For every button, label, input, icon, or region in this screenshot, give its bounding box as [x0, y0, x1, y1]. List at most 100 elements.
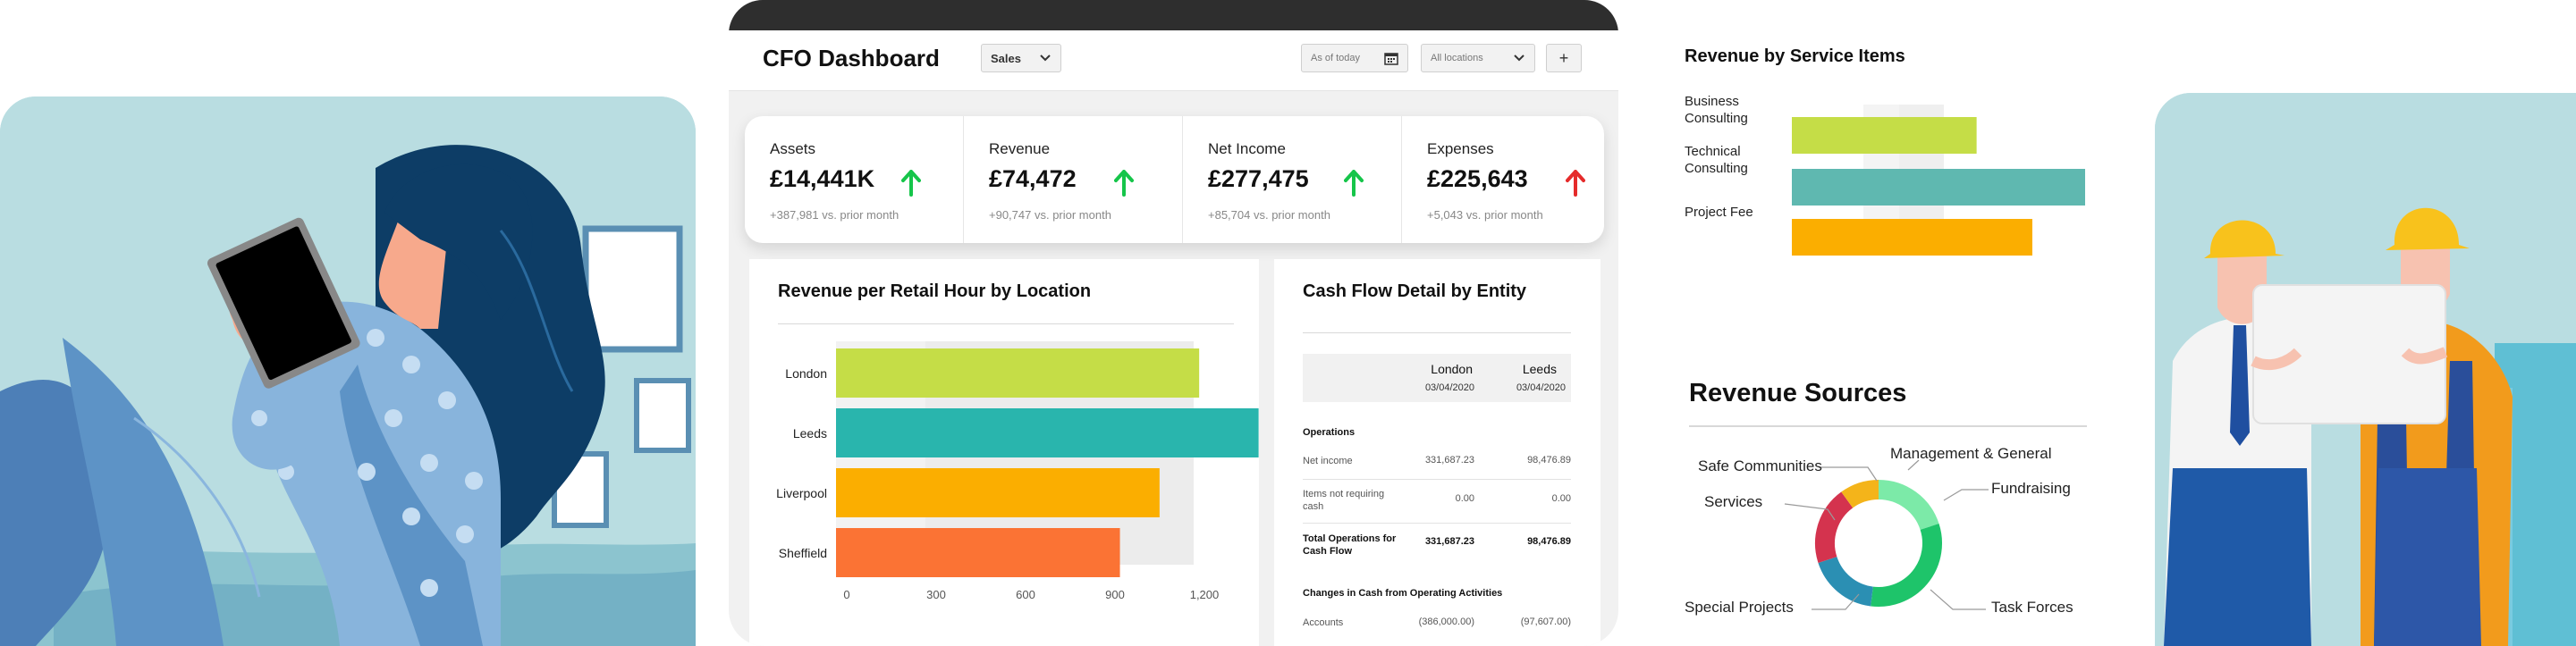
- kpi-card: Assets £14,441K +387,981 vs. prior month…: [745, 116, 1604, 243]
- panel-title: Revenue per Retail Hour by Location: [778, 281, 1092, 301]
- slice-label: Management & General: [1890, 445, 2052, 462]
- page-title: CFO Dashboard: [763, 45, 940, 71]
- leader-line: [1943, 489, 1989, 501]
- table-row: Total Operations for Cash Flow 331,687.2…: [1303, 533, 1571, 566]
- slice-safe-communities: [1841, 480, 1879, 508]
- sales-dropdown[interactable]: Sales: [981, 44, 1061, 72]
- leader-line: [1812, 593, 1860, 610]
- kpi-delta: +85,704 vs. prior month: [1208, 208, 1330, 222]
- slice-label: Task Forces: [1991, 599, 2073, 616]
- chart-title: Revenue Sources: [1689, 379, 1907, 407]
- table-row: Items not requiring cash 0.00 0.00: [1303, 488, 1571, 524]
- row-value: 0.00: [1551, 493, 1571, 504]
- table-row: Net income 331,687.23 98,476.89: [1303, 455, 1571, 480]
- slice-label: Services: [1704, 493, 1763, 510]
- kpi-value: £14,441K: [770, 165, 875, 192]
- kpi-label: Revenue: [989, 140, 1051, 157]
- construction-workers-illustration: [2155, 93, 2576, 646]
- cfo-dashboard-window: CFO Dashboard Sales As of today All loca…: [729, 0, 1618, 646]
- location-filter-label: All locations: [1431, 53, 1483, 63]
- row-value: (386,000.00): [1418, 617, 1474, 627]
- category-label: Sheffield: [779, 546, 827, 560]
- date-filter-label: As of today: [1311, 53, 1361, 63]
- kpi-delta: +90,747 vs. prior month: [989, 208, 1111, 222]
- category-label: Technical Consulting: [1685, 144, 1748, 176]
- slice-fundraising: [1878, 480, 1939, 531]
- tick-label: 300: [926, 588, 946, 601]
- panel-title: Cash Flow Detail by Entity: [1303, 281, 1527, 301]
- slice-services: [1815, 491, 1854, 563]
- category-label: Project Fee: [1685, 205, 1753, 220]
- column-name: London: [1431, 362, 1473, 376]
- service-bar: [1792, 169, 2085, 206]
- tick-label: 0: [843, 588, 849, 601]
- arrow-up-icon: [1344, 170, 1364, 197]
- date-filter[interactable]: As of today: [1301, 44, 1408, 72]
- row-label: Net income: [1303, 456, 1353, 466]
- kpi-value: £277,475: [1208, 165, 1309, 192]
- bar-liverpool: [836, 468, 1160, 517]
- category-label: London: [785, 366, 827, 381]
- row-value: (97,607.00): [1520, 617, 1571, 627]
- slice-special-projects: [1818, 556, 1874, 607]
- slice-task-forces: [1871, 524, 1942, 607]
- row-value: 98,476.89: [1527, 536, 1571, 547]
- cashflow-panel: Cash Flow Detail by Entity London 03/04/…: [1274, 259, 1600, 646]
- column-name: Leeds: [1522, 362, 1557, 376]
- add-button[interactable]: +: [1546, 44, 1582, 72]
- chevron-down-icon: [1514, 55, 1524, 62]
- kpi-value: £74,472: [989, 165, 1077, 192]
- arrow-up-icon: [1566, 170, 1585, 197]
- leader-line: [1930, 589, 1986, 610]
- section-heading: Changes in Cash from Operating Activitie…: [1303, 588, 1503, 599]
- kpi-expenses[interactable]: Expenses £225,643 +5,043 vs. prior month: [1402, 116, 1618, 243]
- calendar-icon: [1384, 53, 1398, 65]
- woman-with-tablet-illustration: [0, 96, 696, 646]
- slice-label: Safe Communities: [1698, 457, 1822, 474]
- kpi-delta: +387,981 vs. prior month: [770, 208, 899, 222]
- kpi-value: £225,643: [1427, 165, 1528, 192]
- kpi-net-income[interactable]: Net Income £277,475 +85,704 vs. prior mo…: [1183, 116, 1402, 243]
- kpi-label: Net Income: [1208, 140, 1286, 157]
- kpi-assets[interactable]: Assets £14,441K +387,981 vs. prior month: [745, 116, 964, 243]
- section-heading: Operations: [1303, 427, 1356, 438]
- tick-label: 1,200: [1190, 588, 1220, 601]
- tick-label: 900: [1105, 588, 1125, 601]
- tick-label: 600: [1016, 588, 1035, 601]
- kpi-label: Assets: [770, 140, 816, 157]
- leader-line: [1784, 503, 1836, 521]
- sales-dropdown-label: Sales: [991, 51, 1021, 65]
- category-label: Leeds: [793, 426, 827, 440]
- kpi-revenue[interactable]: Revenue £74,472 +90,747 vs. prior month: [964, 116, 1183, 243]
- kpi-delta: +5,043 vs. prior month: [1427, 208, 1543, 222]
- leader-line: [1819, 466, 1878, 482]
- chart-title: Revenue by Service Items: [1685, 46, 1905, 66]
- category-label: Business Consulting: [1685, 94, 1748, 126]
- category-label: Liverpool: [776, 486, 827, 500]
- slice-label: Fundraising: [1991, 480, 2071, 497]
- bar-leeds: [836, 408, 1259, 457]
- leader-line: [1907, 459, 1920, 471]
- bar-sheffield: [836, 528, 1120, 577]
- row-label: Total Operations for Cash Flow: [1303, 533, 1397, 557]
- revenue-sources-donut: [1784, 459, 1989, 610]
- column-date: 03/04/2020: [1516, 382, 1566, 393]
- revenue-sources-chart: Revenue Sources Safe Communities Managem…: [1685, 375, 2105, 643]
- arrow-up-icon: [901, 170, 921, 197]
- retail-hour-chart-panel: Revenue per Retail Hour by Location Lond…: [749, 259, 1259, 646]
- slice-label: Special Projects: [1685, 599, 1794, 616]
- arrow-up-icon: [1114, 170, 1134, 197]
- row-label: Items not requiring cash: [1303, 489, 1385, 512]
- row-value: 331,687.23: [1424, 536, 1474, 547]
- row-value: 331,687.23: [1424, 455, 1474, 466]
- service-bar-chart: [1792, 105, 2085, 256]
- service-bar: [1792, 117, 1977, 154]
- location-filter[interactable]: All locations: [1421, 44, 1535, 72]
- bar-london: [836, 348, 1200, 398]
- row-value: 98,476.89: [1527, 455, 1571, 466]
- dashboard-header: CFO Dashboard Sales As of today All loca…: [729, 30, 1618, 91]
- table-row: Accounts (386,000.00) (97,607.00): [1303, 617, 1571, 634]
- retail-bar-chart: London Leeds Liverpool Sheffield 0 300 600 900 1…: [776, 341, 1259, 601]
- row-label: Accounts: [1303, 617, 1344, 628]
- service-items-chart: Revenue by Service Items Business Consul…: [1685, 46, 2105, 270]
